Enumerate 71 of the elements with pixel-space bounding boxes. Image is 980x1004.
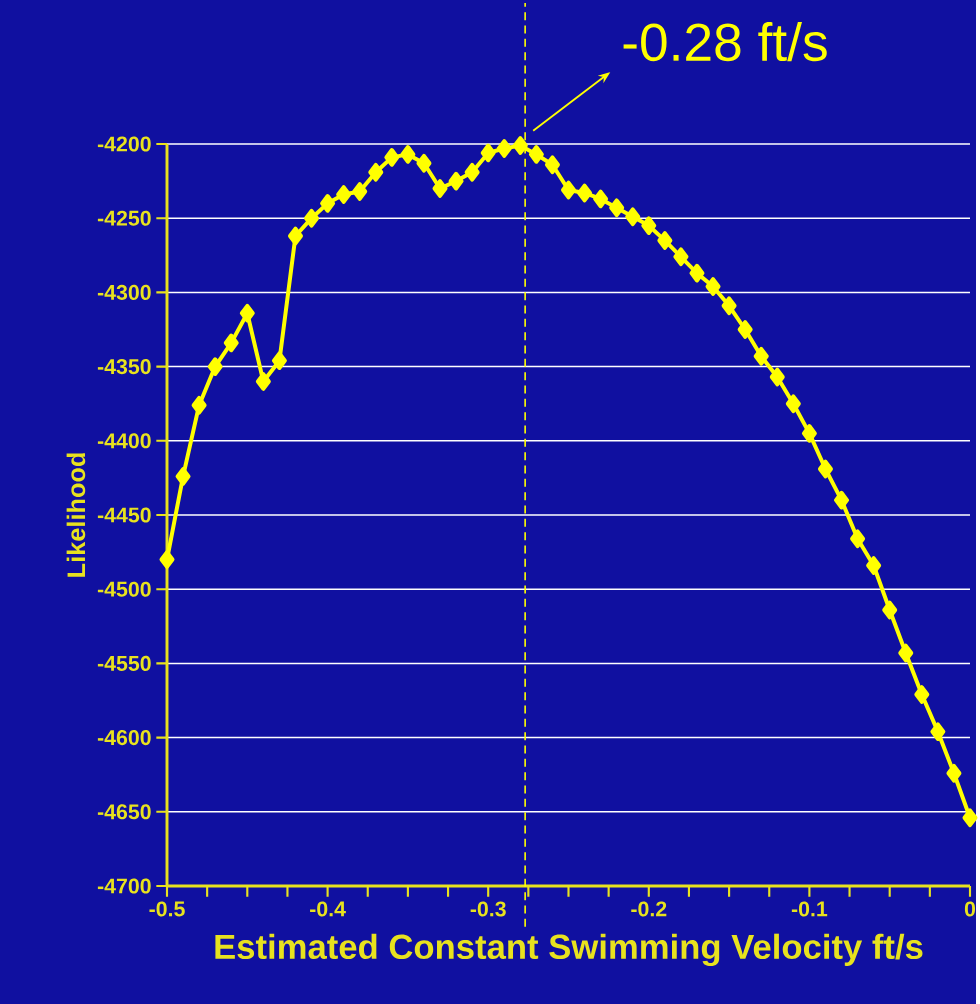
point (368, 162, 384, 182)
point (255, 372, 271, 391)
point (833, 490, 849, 510)
point (335, 185, 351, 204)
point (882, 600, 898, 620)
point (319, 194, 335, 213)
y-tick-label: -4300 (97, 284, 151, 300)
point (849, 529, 865, 549)
x-axis-title: Estimated Constant Swimming Velocity ft/s (215, 933, 923, 967)
point (223, 333, 239, 353)
y-tick-label: -4600 (97, 730, 151, 746)
point (352, 182, 368, 201)
point (769, 367, 785, 387)
point (159, 550, 175, 569)
point (560, 180, 576, 200)
point (287, 226, 303, 246)
point (576, 183, 592, 203)
y-tick-label: -4350 (97, 359, 151, 375)
point (625, 207, 641, 227)
point (898, 643, 914, 663)
point (448, 171, 464, 191)
point (175, 467, 191, 486)
y-tick-label: -4400 (97, 433, 151, 449)
point (400, 145, 416, 164)
y-axis-title: Likelihood (66, 453, 86, 577)
point (930, 722, 946, 741)
x-tick-label: 0 (964, 901, 975, 917)
point (657, 231, 673, 250)
point (432, 179, 448, 198)
point (528, 145, 544, 164)
point (609, 198, 625, 218)
point (496, 139, 512, 158)
point (737, 320, 753, 339)
point (721, 296, 737, 316)
point (817, 459, 833, 479)
point (641, 216, 657, 235)
point (962, 808, 978, 828)
point (384, 148, 400, 167)
point (865, 556, 881, 575)
point (271, 351, 287, 370)
point (191, 395, 207, 415)
x-tick-label: -0.2 (631, 901, 667, 917)
point (705, 277, 721, 296)
point (207, 357, 223, 376)
point (673, 247, 689, 267)
point (416, 153, 432, 173)
point (544, 155, 560, 175)
y-tick-label: -4700 (97, 878, 151, 894)
y-tick-label: -4200 (97, 136, 151, 152)
y-tick-label: -4550 (97, 655, 151, 671)
y-tick-label: -4250 (97, 210, 151, 226)
point (785, 394, 801, 414)
x-tick-label: -0.3 (470, 901, 506, 917)
point (480, 143, 496, 163)
point (946, 763, 962, 783)
y-tick-label: -4450 (97, 507, 151, 523)
point (753, 346, 769, 366)
x-tick-label: -0.5 (149, 901, 185, 917)
point (801, 424, 817, 443)
y-tick-label: -4500 (97, 581, 151, 597)
point (689, 263, 705, 283)
point (239, 303, 255, 323)
point (592, 189, 608, 209)
point (914, 685, 930, 704)
point (464, 162, 480, 182)
x-tick-label: -0.4 (309, 901, 346, 917)
point (303, 208, 319, 228)
point (512, 136, 528, 155)
ref-line-label: -0.28 ft/s (623, 22, 827, 62)
y-tick-label: -4650 (97, 804, 151, 820)
x-tick-label: -0.1 (791, 901, 828, 917)
